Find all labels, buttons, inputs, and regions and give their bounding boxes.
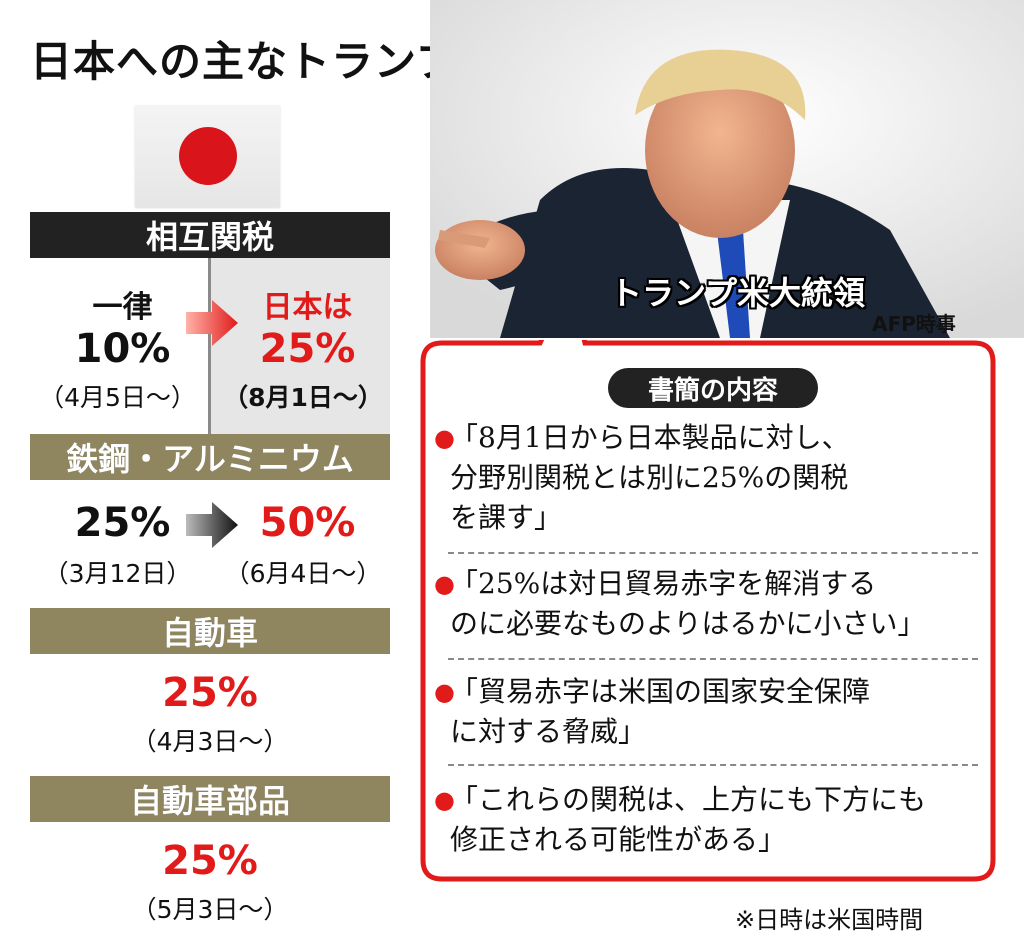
divider [208, 258, 211, 436]
quote-line: のに必要なものよりはるかに小さい」 [450, 607, 926, 640]
steel-header-label: 鉄鋼・アルミニウム [66, 440, 354, 478]
autos-rate: 25% [162, 670, 258, 716]
parts-date: （5月3日〜） [131, 895, 289, 924]
photo-caption: トランプ米大統領 [610, 274, 866, 312]
japan-label: 日本は [262, 290, 353, 325]
uniform-label: 一律 [92, 290, 153, 325]
steel-old-date: （3月12日） [43, 559, 192, 588]
parts-header: 自動車部品 [30, 776, 390, 822]
letter-title-label: 書簡の内容 [647, 375, 778, 406]
autos-header: 自動車 [30, 608, 390, 654]
parts-header-label: 自動車部品 [129, 782, 290, 820]
steel-new-date: （6月4日〜） [224, 559, 382, 588]
quote-line: 修正される可能性がある」 [450, 823, 787, 856]
japan-rate: 25% [259, 326, 356, 372]
steel-header: 鉄鋼・アルミニウム [30, 434, 390, 480]
trump-photo [430, 0, 1024, 338]
uniform-rate: 10% [74, 326, 171, 372]
quote-line: 分野別関税とは別に25%の関税 [450, 461, 849, 494]
japan-flag-icon [135, 105, 280, 207]
steel-new-rate: 50% [259, 500, 356, 546]
autos-header-label: 自動車 [161, 614, 258, 652]
quote-line: 「貿易赤字は米国の国家安全保障 [450, 675, 871, 708]
quote-1: ● 「8月1日から日本製品に対し、 分野別関税とは別に25%の関税 を課す」 [434, 418, 980, 538]
letter-title: 書簡の内容 [608, 368, 818, 408]
quote-2: ● 「25%は対日貿易赤字を解消する のに必要なものよりはるかに小さい」 [434, 564, 980, 644]
autos-date: （4月3日〜） [131, 727, 289, 756]
uniform-date: （4月5日〜） [39, 383, 196, 412]
quote-line: 「25%は対日貿易赤字を解消する [450, 567, 877, 600]
quote-3: ● 「貿易赤字は米国の国家安全保障 に対する脅威」 [434, 672, 980, 752]
quote-line: 「これらの関税は、上方にも下方にも [450, 783, 927, 816]
photo-credit: AFP時事 [872, 312, 956, 336]
bullet-icon: ● [434, 678, 455, 706]
bullet-icon: ● [434, 786, 455, 814]
reciprocal-header: 相互関税 [30, 212, 390, 258]
quote-line: を課す」 [450, 501, 563, 534]
arrow-right-icon [186, 502, 238, 548]
quote-line: 「8月1日から日本製品に対し、 [450, 421, 850, 454]
letter-bubble [420, 340, 996, 882]
parts-rate: 25% [162, 838, 258, 884]
japan-date: （8月1日〜） [223, 383, 383, 412]
steel-old-rate: 25% [74, 500, 171, 546]
quote-line: に対する脅威」 [450, 715, 647, 748]
divider [448, 552, 978, 554]
quote-4: ● 「これらの関税は、上方にも下方にも 修正される可能性がある」 [434, 780, 980, 860]
divider [448, 658, 978, 660]
bullet-icon: ● [434, 570, 455, 598]
arrow-right-icon [186, 300, 238, 346]
reciprocal-header-label: 相互関税 [145, 218, 274, 256]
divider [448, 764, 978, 766]
japan-rate-panel [210, 258, 390, 436]
footnote: ※日時は米国時間 [735, 906, 924, 934]
bullet-icon: ● [434, 424, 455, 452]
